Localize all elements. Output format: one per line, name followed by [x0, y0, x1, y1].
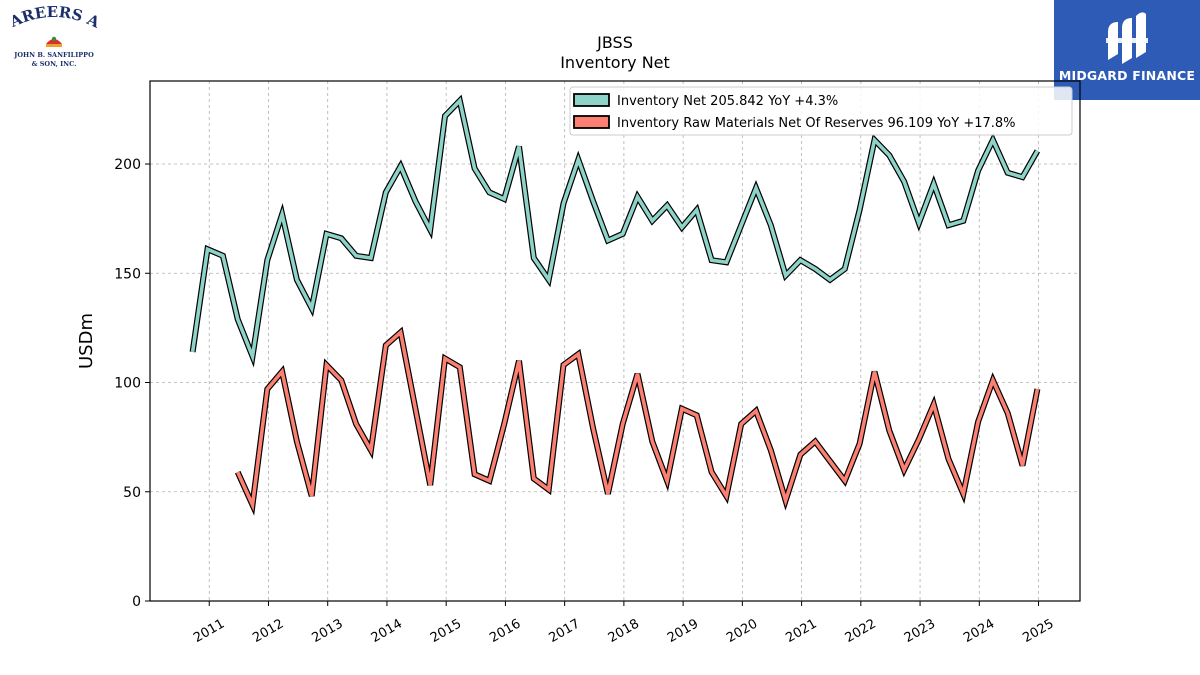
y-tick-label: 0 — [132, 594, 141, 610]
y-axis-label: USDm — [76, 313, 97, 369]
x-tick-label: 2019 — [665, 616, 701, 646]
x-tick-label: 2011 — [191, 616, 227, 646]
series-line-outline-0 — [189, 94, 1041, 368]
legend-swatch-1 — [573, 115, 610, 129]
x-tick-label: 2018 — [606, 616, 642, 646]
x-tick-label: 2023 — [902, 616, 938, 646]
x-tick-label: 2022 — [843, 616, 879, 646]
chart-subtitle: Inventory Net — [560, 53, 670, 72]
logo-company-line1: JOHN B. SANFILIPPO — [13, 51, 94, 59]
x-tick-label: 2025 — [1020, 616, 1056, 646]
x-tick-label: 2012 — [250, 616, 286, 646]
legend-label-0: Inventory Net 205.842 YoY +4.3% — [617, 94, 838, 109]
legend-box — [569, 86, 1073, 136]
brand-logo: MIDGARD FINANCE — [1054, 0, 1200, 100]
careers-logo: CAREERS AT JOHN B. SANFILIPPO & SON, INC… — [2, 4, 103, 68]
x-tick-label: 2013 — [310, 616, 346, 646]
logo-company-line2: & SON, INC. — [32, 60, 77, 68]
y-tick-label: 50 — [123, 485, 141, 501]
chart-title: JBSS — [596, 33, 633, 52]
x-tick-label: 2024 — [961, 616, 997, 646]
plot-frame — [149, 80, 1081, 602]
y-tick-label: 200 — [114, 157, 141, 173]
x-tick-label: 2020 — [724, 616, 760, 646]
x-tick-label: 2017 — [546, 616, 582, 646]
y-tick-label: 150 — [114, 266, 141, 282]
series-line-1 — [236, 328, 1040, 512]
x-tick-label: 2016 — [487, 616, 523, 646]
legend-label-1: Inventory Raw Materials Net Of Reserves … — [617, 116, 1016, 131]
legend-swatch-0 — [573, 93, 610, 107]
x-tick-label: 2015 — [428, 616, 464, 646]
series-line-0 — [190, 97, 1039, 364]
y-tick-label: 100 — [114, 376, 141, 392]
x-tick-label: 2014 — [369, 616, 405, 646]
series-line-outline-1 — [234, 326, 1041, 516]
x-tick-label: 2021 — [783, 616, 819, 646]
logo-emblem — [46, 36, 62, 47]
brand-name: MIDGARD FINANCE — [1058, 68, 1196, 83]
brand-mark-icon — [1106, 12, 1148, 64]
